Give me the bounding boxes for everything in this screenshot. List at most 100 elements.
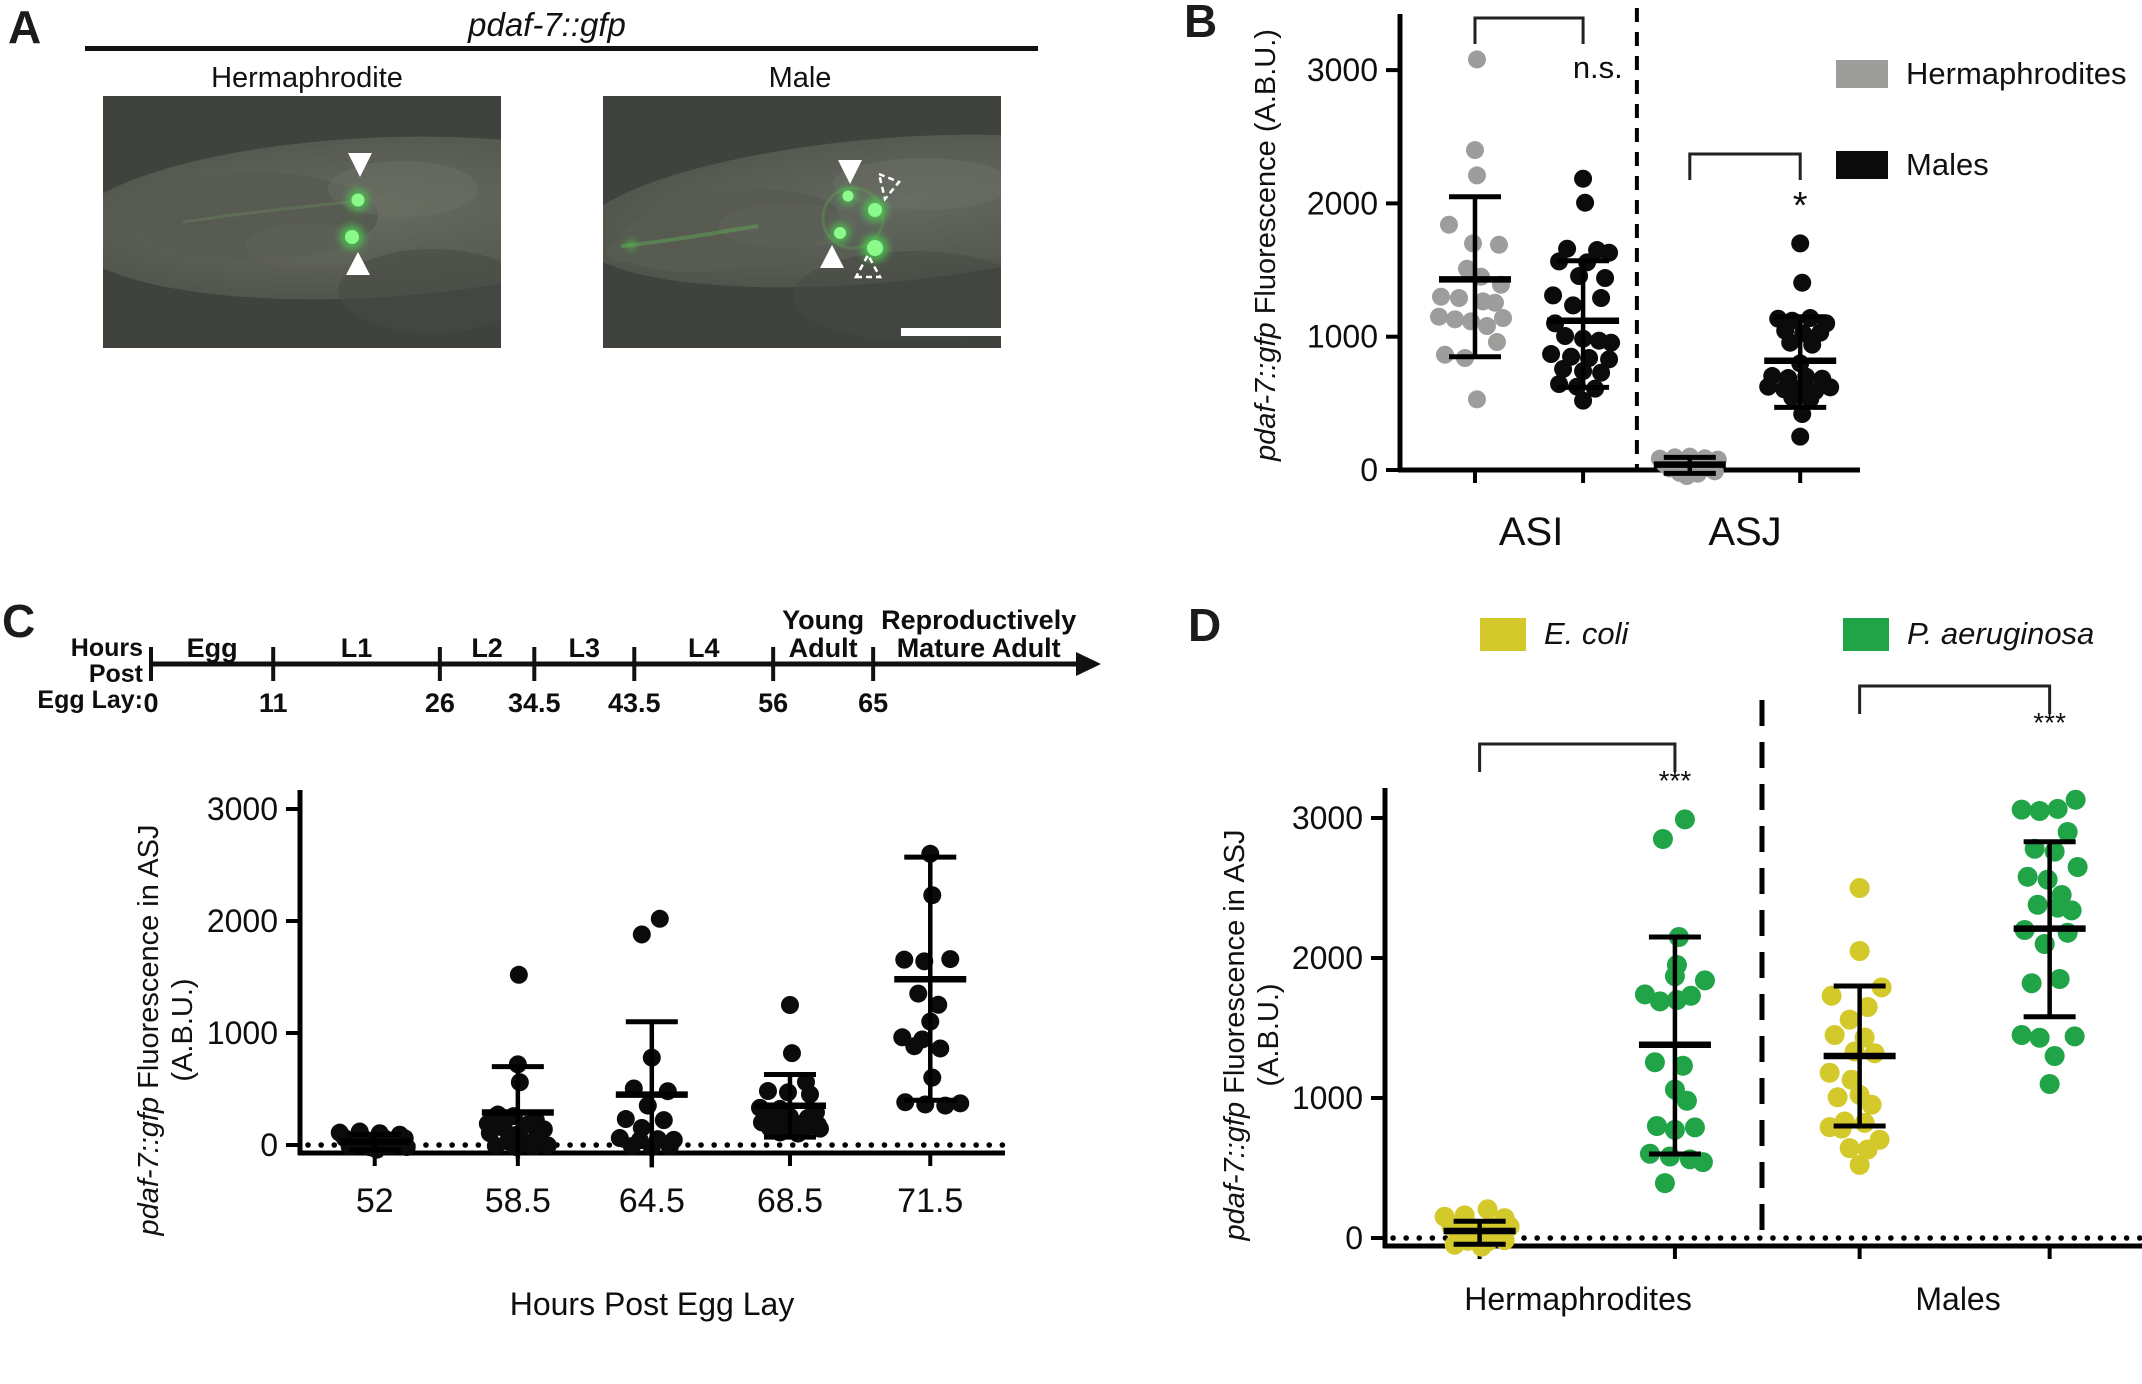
- data-point: [2029, 801, 2050, 821]
- data-point: [1487, 333, 1506, 352]
- data-point: [1445, 310, 1464, 329]
- timeline-tick-label: 34.5: [508, 688, 561, 718]
- panel-c-label: C: [2, 595, 36, 647]
- dashed-arrowhead-icon: [877, 171, 902, 202]
- y-tick-label: 1000: [207, 1015, 278, 1051]
- mean-sd-bars: [1438, 194, 1511, 360]
- mean-sd-bars: [894, 854, 967, 1103]
- mean-sd-bars: [1823, 983, 1896, 1129]
- significance-label: ***: [2033, 707, 2066, 738]
- y-tick-label: 3000: [1307, 52, 1378, 88]
- data-point: [1467, 50, 1486, 69]
- data-point: [1554, 359, 1573, 378]
- series-black: [610, 909, 683, 1157]
- data-point: [1493, 309, 1512, 328]
- data-point: [1849, 1154, 1870, 1175]
- data-point: [1644, 1052, 1665, 1073]
- data-point: [1592, 363, 1611, 382]
- data-point: [1465, 141, 1484, 160]
- data-point: [1849, 878, 1870, 898]
- mean-sd-bars: [1443, 1218, 1516, 1247]
- data-point: [800, 1085, 819, 1104]
- significance-label: ***: [1659, 765, 1692, 796]
- gfp-signal: [340, 189, 369, 249]
- significance-bracket: [1688, 152, 1802, 180]
- data-point: [1672, 1055, 1693, 1076]
- mean-sd-bars: [1547, 258, 1620, 390]
- arrowhead-down-icon: [838, 160, 862, 184]
- y-tick-label: 3000: [1292, 800, 1363, 836]
- y-tick-label: 2000: [207, 903, 278, 939]
- data-point: [1574, 169, 1593, 188]
- data-point: [941, 950, 960, 969]
- legend-label: Males: [1906, 147, 1989, 182]
- stage-label: Reproductively: [881, 605, 1076, 635]
- data-point: [486, 1136, 505, 1155]
- stage-label: Egg: [187, 633, 238, 663]
- paeruginosa-swatch: [1843, 617, 1889, 651]
- data-point: [1680, 985, 1701, 1006]
- stage-label: Mature Adult: [897, 633, 1061, 663]
- data-point: [650, 909, 669, 928]
- data-point: [951, 1094, 970, 1113]
- x-axis-title: Hours Post Egg Lay: [510, 1286, 795, 1322]
- data-point: [895, 950, 914, 969]
- data-point: [654, 1111, 673, 1130]
- gfp-signal: [620, 186, 888, 261]
- male-micrograph: [603, 96, 1001, 348]
- data-point: [1489, 235, 1508, 254]
- data-point: [1477, 317, 1496, 336]
- data-point: [622, 1137, 641, 1156]
- arrowhead-up-icon: [820, 245, 844, 268]
- data-point: [1634, 984, 1655, 1005]
- series-black: [1542, 169, 1621, 410]
- data-point: [1576, 193, 1595, 212]
- y-tick-label: 0: [1360, 452, 1378, 488]
- stage-label: Young: [782, 605, 864, 635]
- data-point: [2011, 799, 2032, 820]
- mean-sd-bars: [481, 1064, 554, 1159]
- data-point: [931, 1039, 950, 1058]
- data-point: [1791, 427, 1810, 446]
- data-point: [1677, 466, 1696, 485]
- data-point: [1477, 1199, 1498, 1220]
- data-point: [1783, 388, 1802, 407]
- significance-bracket: [1473, 16, 1585, 44]
- legend-item-hermaphrodites: Hermaphrodites: [1836, 56, 2127, 92]
- timeline-side-label: Post: [89, 660, 144, 688]
- data-point: [1431, 287, 1450, 306]
- data-point: [1684, 1117, 1705, 1138]
- timeline-tick-label: 11: [259, 688, 288, 718]
- data-point: [1861, 1094, 1882, 1115]
- ecoli-swatch: [1480, 617, 1526, 651]
- stage-label: L4: [688, 633, 720, 663]
- data-point: [782, 1044, 801, 1063]
- data-point: [2049, 969, 2070, 989]
- data-point: [2047, 798, 2068, 819]
- data-point: [509, 965, 528, 984]
- data-point: [909, 984, 928, 1003]
- data-point: [1600, 350, 1619, 369]
- data-point: [1461, 312, 1480, 331]
- data-point: [1592, 289, 1611, 308]
- panel-a-title-underline: [85, 46, 1038, 51]
- data-point: [1467, 390, 1486, 409]
- data-point: [1646, 1116, 1667, 1136]
- data-point: [1449, 289, 1468, 308]
- data-point: [2067, 857, 2088, 877]
- y-tick-label: 2000: [1292, 940, 1363, 976]
- hermaphrodite-micrograph: [103, 96, 501, 348]
- significance-bracket: [1858, 684, 2052, 714]
- panel-d-chart: 0 1000 2000 3000 Hermaphrodites Males *** ***: [1292, 684, 2142, 1317]
- dashed-arrowhead-icon: [853, 252, 883, 279]
- data-point: [638, 1096, 657, 1115]
- arrowhead-up-icon: [346, 252, 370, 275]
- hermaphrodite-column-label: Hermaphrodite: [211, 62, 403, 94]
- data-point: [1574, 391, 1593, 410]
- arrowhead-down-icon: [348, 153, 372, 177]
- data-point: [2064, 1026, 2085, 1047]
- mean-sd-bars: [1653, 454, 1726, 476]
